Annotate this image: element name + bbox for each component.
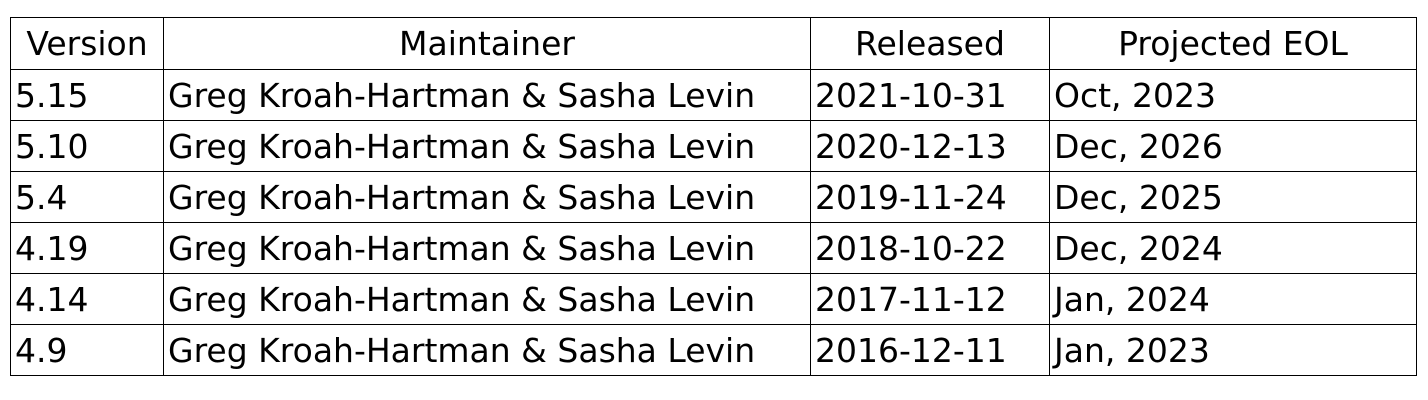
cell-released: 2019-11-24	[810, 171, 1050, 223]
cell-released: 2021-10-31	[810, 69, 1050, 121]
cell-projected-eol: Dec, 2024	[1049, 222, 1417, 274]
kernel-versions-table: Version Maintainer Released Projected EO…	[10, 17, 1417, 376]
table-header: Version Maintainer Released Projected EO…	[10, 17, 1417, 70]
cell-projected-eol: Jan, 2023	[1049, 324, 1417, 376]
cell-maintainer: Greg Kroah-Hartman & Sasha Levin	[163, 120, 811, 172]
cell-released: 2017-11-12	[810, 273, 1050, 325]
cell-version: 4.9	[10, 324, 164, 376]
header-version: Version	[10, 17, 164, 70]
cell-projected-eol: Dec, 2025	[1049, 171, 1417, 223]
cell-maintainer: Greg Kroah-Hartman & Sasha Levin	[163, 69, 811, 121]
header-released: Released	[810, 17, 1050, 70]
table-row: 4.19 Greg Kroah-Hartman & Sasha Levin 20…	[10, 222, 1417, 274]
cell-released: 2016-12-11	[810, 324, 1050, 376]
cell-maintainer: Greg Kroah-Hartman & Sasha Levin	[163, 222, 811, 274]
cell-maintainer: Greg Kroah-Hartman & Sasha Levin	[163, 171, 811, 223]
table-body: 5.15 Greg Kroah-Hartman & Sasha Levin 20…	[10, 69, 1417, 376]
header-projected-eol: Projected EOL	[1049, 17, 1417, 70]
cell-projected-eol: Dec, 2026	[1049, 120, 1417, 172]
cell-version: 5.10	[10, 120, 164, 172]
cell-released: 2020-12-13	[810, 120, 1050, 172]
table-row: 4.9 Greg Kroah-Hartman & Sasha Levin 201…	[10, 324, 1417, 376]
table-row: 4.14 Greg Kroah-Hartman & Sasha Levin 20…	[10, 273, 1417, 325]
table-row: 5.10 Greg Kroah-Hartman & Sasha Levin 20…	[10, 120, 1417, 172]
cell-projected-eol: Jan, 2024	[1049, 273, 1417, 325]
cell-version: 5.15	[10, 69, 164, 121]
table-row: 5.15 Greg Kroah-Hartman & Sasha Levin 20…	[10, 69, 1417, 121]
cell-maintainer: Greg Kroah-Hartman & Sasha Levin	[163, 324, 811, 376]
cell-projected-eol: Oct, 2023	[1049, 69, 1417, 121]
cell-maintainer: Greg Kroah-Hartman & Sasha Levin	[163, 273, 811, 325]
header-maintainer: Maintainer	[163, 17, 811, 70]
table-row: 5.4 Greg Kroah-Hartman & Sasha Levin 201…	[10, 171, 1417, 223]
header-row: Version Maintainer Released Projected EO…	[10, 17, 1417, 70]
cell-version: 4.14	[10, 273, 164, 325]
cell-version: 5.4	[10, 171, 164, 223]
cell-version: 4.19	[10, 222, 164, 274]
cell-released: 2018-10-22	[810, 222, 1050, 274]
